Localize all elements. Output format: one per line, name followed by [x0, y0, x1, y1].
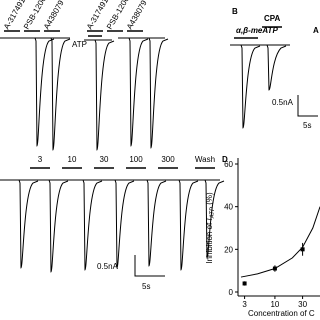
current-trace: [72, 179, 103, 271]
current-trace: [8, 179, 39, 269]
current-trace: [38, 179, 69, 273]
current-trace: [104, 179, 135, 269]
concentration-label: 100: [129, 155, 143, 164]
concentration-label: 300: [161, 155, 175, 164]
y-axis-label: Inhibition of IATP (%): [205, 192, 216, 264]
x-tick-label: 3: [242, 300, 247, 309]
panel-label: D: [222, 155, 228, 164]
current-trace: [24, 37, 55, 147]
concentration-label: 10: [68, 155, 77, 164]
current-trace: [84, 39, 115, 151]
current-trace: [230, 44, 261, 129]
data-point: [272, 266, 277, 271]
y-label-sub: ATP: [210, 207, 216, 219]
x-tick-label: 30: [298, 300, 307, 309]
scale-time: 5s: [303, 121, 311, 130]
scale-bar: [134, 255, 165, 277]
cut-label: A: [313, 26, 319, 35]
drug-label: A438079: [125, 0, 149, 31]
y-tick-label: 40: [224, 203, 233, 212]
y-tick-label: 0: [229, 288, 234, 297]
current-trace: [136, 179, 167, 267]
agonist-label: ATP: [72, 40, 87, 49]
y-label-part: Inhibition of: [205, 221, 214, 264]
x-axis-label: Concentration of C: [248, 309, 315, 318]
current-trace: [118, 37, 149, 147]
data-point: [300, 247, 305, 252]
data-point: [242, 281, 247, 286]
scale-time: 5s: [142, 282, 150, 291]
current-trace: [256, 44, 287, 91]
scale-bar: [297, 95, 318, 117]
current-trace: [194, 179, 225, 259]
y-label-var: I: [205, 218, 214, 221]
blocker-label: CPA: [264, 14, 281, 23]
fit-curve: [240, 206, 320, 278]
y-tick-label: 20: [224, 245, 233, 254]
y-label-part: (%): [205, 192, 214, 207]
current-trace: [40, 37, 71, 151]
panel-label: B: [232, 7, 238, 16]
current-trace: [168, 179, 199, 271]
current-trace: [138, 37, 169, 149]
drug-label: A438079: [42, 0, 66, 31]
x-tick-label: 10: [270, 300, 279, 309]
y-tick-label: 60: [224, 160, 233, 169]
wash-label: Wash: [195, 155, 215, 164]
concentration-label: 30: [100, 155, 109, 164]
concentration-label: 3: [38, 155, 43, 164]
scale-current: 0.5nA: [272, 98, 294, 107]
agonist-label: α,β-meATP: [236, 26, 278, 35]
scale-current: 0.5nA: [97, 262, 119, 271]
